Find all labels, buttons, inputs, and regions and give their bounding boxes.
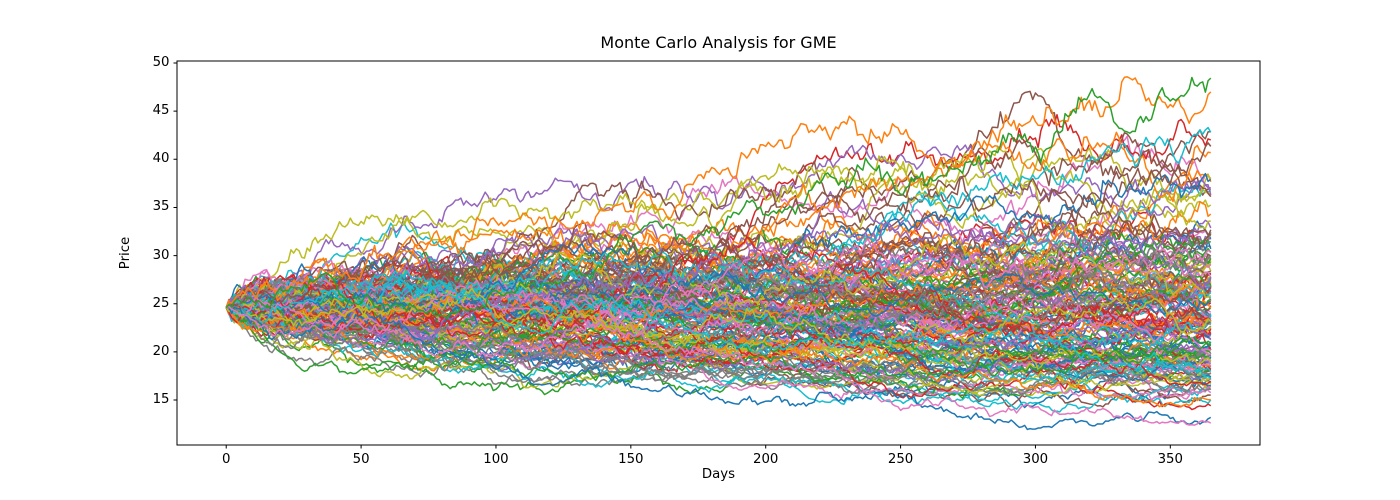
y-tick-label: 25	[152, 295, 170, 311]
x-tick-label: 200	[753, 452, 779, 467]
y-tick-label: 50	[152, 55, 170, 71]
x-tick-label: 250	[887, 452, 914, 467]
x-tick-label: 50	[352, 452, 370, 467]
x-axis-label: Days	[701, 467, 736, 482]
x-tick-label: 300	[1022, 452, 1049, 467]
x-tick-label: 100	[483, 452, 509, 467]
y-tick-label: 35	[152, 199, 170, 215]
y-tick-label: 40	[152, 151, 170, 167]
x-tick-label: 0	[221, 452, 231, 467]
chart-title: Monte Carlo Analysis for GME	[600, 33, 837, 52]
x-tick-label: 150	[618, 452, 644, 467]
y-tick-label: 20	[152, 343, 170, 359]
y-tick-label: 15	[152, 392, 170, 408]
y-tick-label: 45	[152, 103, 170, 119]
y-tick-label: 30	[152, 247, 170, 263]
x-tick-label: 350	[1157, 452, 1183, 467]
